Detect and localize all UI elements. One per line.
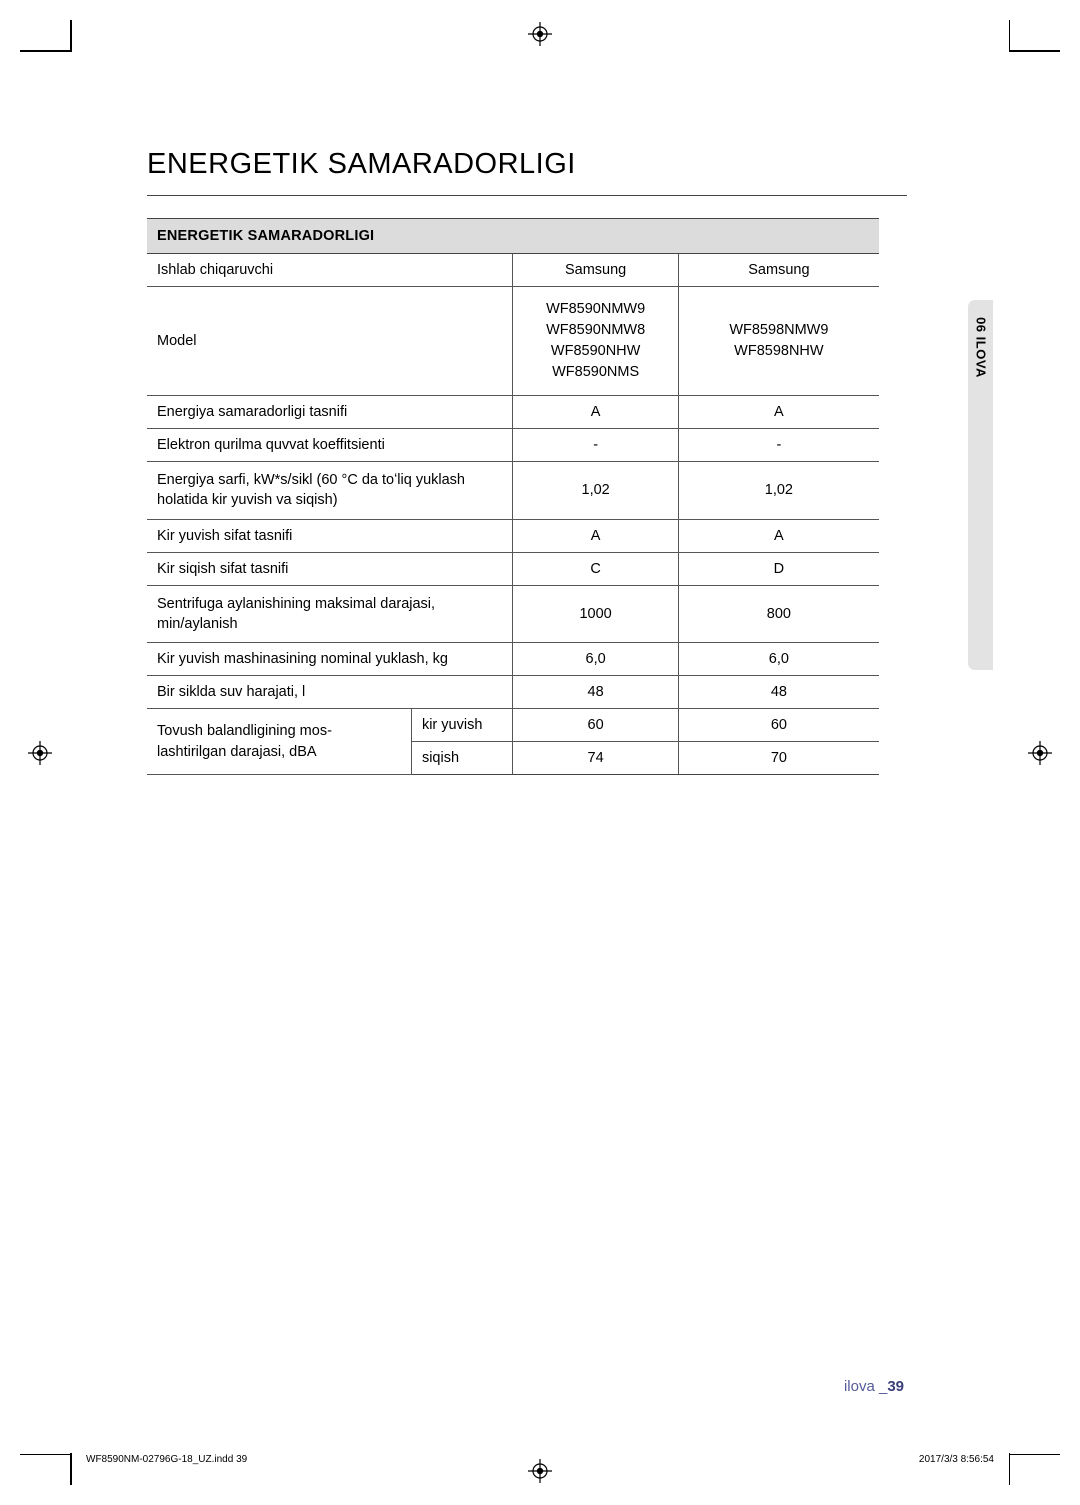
cell-value: 70 <box>678 742 879 775</box>
row-label: Kir yuvish sifat tasnifi <box>147 519 513 552</box>
table-row: Sentrifuga aylanishining maksimal daraja… <box>147 585 879 643</box>
crop-mark <box>70 1453 72 1485</box>
cell-value: 74 <box>513 742 678 775</box>
table-row: Tovush balandligining mos-lashtirilgan d… <box>147 709 879 742</box>
cell-value: WF8590NMW9 WF8590NMW8 WF8590NHW WF8590NM… <box>513 287 678 396</box>
imprint-timestamp: 2017/3/3 8:56:54 <box>919 1454 994 1465</box>
cell-value: A <box>513 519 678 552</box>
crop-mark <box>1009 20 1011 52</box>
energy-table: Ishlab chiqaruvchiSamsungSamsungModelWF8… <box>147 254 879 775</box>
table-row: Bir siklda suv harajati, l4848 <box>147 676 879 709</box>
cell-value: 1,02 <box>678 462 879 520</box>
table-row: ModelWF8590NMW9 WF8590NMW8 WF8590NHW WF8… <box>147 287 879 396</box>
registration-mark <box>28 741 52 765</box>
cell-value: A <box>678 519 879 552</box>
row-label: Elektron qurilma quvvat koeffitsienti <box>147 429 513 462</box>
cell-value: 1000 <box>513 585 678 643</box>
table-row: Kir yuvish sifat tasnifiAA <box>147 519 879 552</box>
table-row: Kir yuvish mashinasining nominal yuklash… <box>147 643 879 676</box>
row-sublabel: kir yuvish <box>411 709 513 742</box>
row-label: Kir siqish sifat tasnifi <box>147 552 513 585</box>
row-label: Energiya sarfi, kW*s/sikl (60 °C da toʻl… <box>147 462 513 520</box>
side-tab: 06 ILOVA <box>968 300 993 670</box>
table-row: Energiya samaradorligi tasnifiAA <box>147 396 879 429</box>
cell-value: A <box>513 396 678 429</box>
cell-value: 800 <box>678 585 879 643</box>
cell-value: A <box>678 396 879 429</box>
crop-mark <box>1010 1454 1060 1456</box>
side-tab-label: 06 ILOVA <box>973 317 988 378</box>
row-sublabel: siqish <box>411 742 513 775</box>
registration-mark <box>528 22 552 46</box>
table-row: Elektron qurilma quvvat koeffitsienti-- <box>147 429 879 462</box>
cell-value: 60 <box>513 709 678 742</box>
row-label: Bir siklda suv harajati, l <box>147 676 513 709</box>
footer-word: ilova _ <box>844 1378 887 1395</box>
page-title: ENERGETIK SAMARADORLIGI <box>147 148 907 196</box>
crop-mark <box>1009 1453 1011 1485</box>
row-label: Energiya samaradorligi tasnifi <box>147 396 513 429</box>
page-content: ENERGETIK SAMARADORLIGI ENERGETIK SAMARA… <box>147 148 907 775</box>
cell-value: Samsung <box>678 254 879 287</box>
crop-mark <box>20 1454 70 1456</box>
footer-page-number: 39 <box>887 1378 904 1395</box>
table-caption: ENERGETIK SAMARADORLIGI <box>147 218 879 254</box>
table-row: Ishlab chiqaruvchiSamsungSamsung <box>147 254 879 287</box>
crop-mark <box>70 20 72 52</box>
registration-mark <box>1028 741 1052 765</box>
cell-value: C <box>513 552 678 585</box>
cell-value: 60 <box>678 709 879 742</box>
cell-value: Samsung <box>513 254 678 287</box>
cell-value: - <box>678 429 879 462</box>
cell-value: 1,02 <box>513 462 678 520</box>
spec-table: ENERGETIK SAMARADORLIGI Ishlab chiqaruvc… <box>147 218 879 775</box>
row-label: Sentrifuga aylanishining maksimal daraja… <box>147 585 513 643</box>
row-label: Ishlab chiqaruvchi <box>147 254 513 287</box>
crop-mark <box>1010 50 1060 52</box>
row-label: Model <box>147 287 513 396</box>
crop-mark <box>20 50 70 52</box>
imprint-file: WF8590NM-02796G-18_UZ.indd 39 <box>86 1454 247 1465</box>
row-label: Kir yuvish mashinasining nominal yuklash… <box>147 643 513 676</box>
registration-mark <box>528 1459 552 1483</box>
cell-value: WF8598NMW9 WF8598NHW <box>678 287 879 396</box>
cell-value: 6,0 <box>513 643 678 676</box>
table-row: Energiya sarfi, kW*s/sikl (60 °C da toʻl… <box>147 462 879 520</box>
cell-value: - <box>513 429 678 462</box>
cell-value: D <box>678 552 879 585</box>
page-footer: ilova _39 <box>844 1378 904 1395</box>
table-row: Kir siqish sifat tasnifiCD <box>147 552 879 585</box>
cell-value: 48 <box>513 676 678 709</box>
cell-value: 6,0 <box>678 643 879 676</box>
row-label: Tovush balandligining mos-lashtirilgan d… <box>147 709 411 775</box>
cell-value: 48 <box>678 676 879 709</box>
